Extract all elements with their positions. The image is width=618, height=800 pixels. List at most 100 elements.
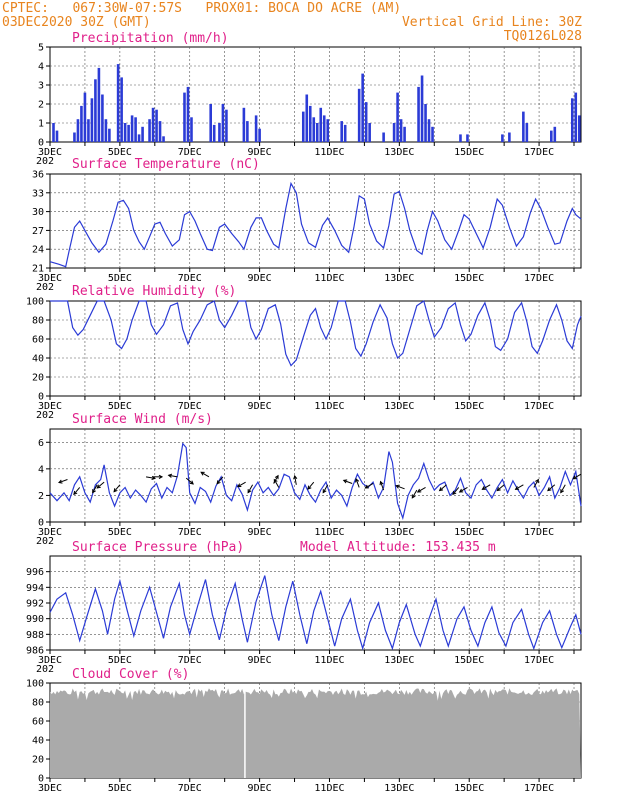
wind-arrow [572, 473, 582, 480]
precipitation-xtick-label: 9DEC [248, 147, 272, 158]
humidity-xtick-label: 17DEC [524, 401, 554, 412]
humidity-frame [49, 300, 582, 397]
wind-arrow-head [158, 474, 164, 479]
precipitation-bar [155, 109, 158, 142]
wind-arrow [200, 471, 210, 478]
header-date: 03DEC2020 30Z (GMT) [2, 15, 151, 30]
precipitation-xtick-label: 15DEC [454, 147, 484, 158]
wind-arrow [417, 487, 426, 493]
pressure-ytick-label: 990 [26, 614, 44, 625]
cloud-cover-ytick-label: 40 [32, 736, 44, 747]
precipitation-bar [420, 75, 424, 142]
wind-title: Surface Wind (m/s) [72, 412, 213, 427]
cloud-cover-ytick-label: 60 [32, 717, 44, 728]
wind-arrow-head [416, 488, 422, 493]
precipitation-bar [104, 119, 108, 142]
precipitation-bar [258, 128, 261, 142]
precipitation-bar [550, 130, 553, 142]
wind-arrow [533, 479, 539, 488]
precipitation-bar [343, 124, 347, 142]
wind-arrow-head [379, 480, 384, 486]
precipitation-bar [52, 123, 55, 142]
precipitation-bar [459, 134, 462, 142]
wind-arrow [343, 479, 353, 484]
wind-arrow [322, 484, 329, 493]
wind-arrow [395, 485, 405, 490]
cloud-cover-ytick-label: 0 [38, 774, 44, 785]
precipitation-bar [186, 86, 190, 142]
humidity-xtick-label: 3DEC [38, 401, 62, 412]
wind-arrow [482, 484, 491, 490]
temperature-xtick-label: 15DEC [454, 273, 484, 284]
precipitation-bar [361, 73, 364, 142]
wind-arrow [496, 484, 505, 491]
precipitation-ytick-label: 4 [38, 62, 44, 73]
wind-arrow-head [438, 487, 444, 492]
wind-arrow-head [355, 478, 360, 483]
precipitation-title: Precipitation (mm/h) [72, 31, 229, 46]
wind-arrow [547, 484, 556, 491]
wind-year-stub: 202 [36, 536, 54, 547]
precipitation-bar [120, 77, 123, 142]
wind-arrow [365, 483, 374, 489]
cloud-cover-ytick-label: 20 [32, 755, 44, 766]
precipitation-bar [162, 136, 165, 142]
precipitation-bar [501, 134, 504, 142]
wind-xtick-label: 7DEC [178, 527, 202, 538]
precipitation-bar [364, 102, 368, 142]
precipitation-bar [577, 115, 581, 142]
temperature-ytick-label: 30 [32, 207, 44, 218]
cloud-cover-xtick-label: 5DEC [108, 783, 132, 794]
precipitation-bar [225, 109, 228, 142]
humidity-xtick-label: 15DEC [454, 401, 484, 412]
temperature-xtick-label: 9DEC [248, 273, 272, 284]
precipitation-bar [108, 128, 111, 142]
wind-arrow [145, 476, 156, 479]
pressure-xtick-label: 11DEC [314, 655, 344, 666]
wind-arrow-head [481, 486, 486, 490]
precipitation-bar [134, 117, 137, 142]
wind-arrow-head [322, 489, 327, 494]
humidity-xtick-label: 11DEC [314, 401, 344, 412]
wind-line [49, 442, 582, 521]
header-model: TQ0126L028 [504, 29, 582, 44]
temperature-ytick-label: 36 [32, 170, 44, 181]
pressure-ytick-label: 988 [26, 630, 44, 641]
temperature-title: Surface Temperature (nC) [72, 157, 260, 172]
precipitation-xtick-label: 11DEC [314, 147, 344, 158]
wind-ytick-label: 6 [38, 438, 44, 449]
temperature-frame [49, 173, 582, 269]
temperature-line [49, 181, 582, 268]
precipitation-ytick-label: 2 [38, 100, 44, 111]
temperature-ytick-label: 21 [32, 264, 44, 275]
precipitation-bar [158, 121, 162, 142]
wind-ytick-label: 2 [38, 491, 44, 502]
wind-xtick-label: 5DEC [108, 527, 132, 538]
precipitation-bar [326, 119, 330, 142]
precipitation-bar [183, 92, 186, 142]
pressure-ytick-label: 996 [26, 567, 44, 578]
wind-arrow [237, 481, 246, 488]
cloud-cover-xtick-label: 13DEC [384, 783, 414, 794]
precipitation-bar [382, 132, 385, 142]
cloud-cover-ytick-label: 100 [26, 679, 44, 690]
precipitation-bar [525, 123, 529, 142]
pressure-xtick-label: 13DEC [384, 655, 414, 666]
wind-arrow-head [458, 488, 464, 493]
wind-arrow-head [216, 480, 221, 485]
humidity-ytick-label: 40 [32, 354, 44, 365]
wind-arrow-head [535, 478, 539, 484]
temperature-ytick-label: 33 [32, 188, 44, 199]
wind-arrow [355, 478, 360, 488]
precipitation-bar [301, 111, 305, 142]
precipitation-bar [466, 134, 469, 142]
temperature-ytick-label: 27 [32, 226, 44, 237]
wind-arrow [439, 484, 447, 491]
wind-arrow-head [572, 475, 577, 480]
wind-arrow [294, 475, 297, 485]
precipitation-bar [392, 123, 396, 142]
precipitation-bar [83, 92, 87, 142]
precipitation-bar [396, 92, 399, 142]
wind-arrow-head [200, 471, 205, 476]
precipitation-xtick-label: 5DEC [108, 147, 132, 158]
